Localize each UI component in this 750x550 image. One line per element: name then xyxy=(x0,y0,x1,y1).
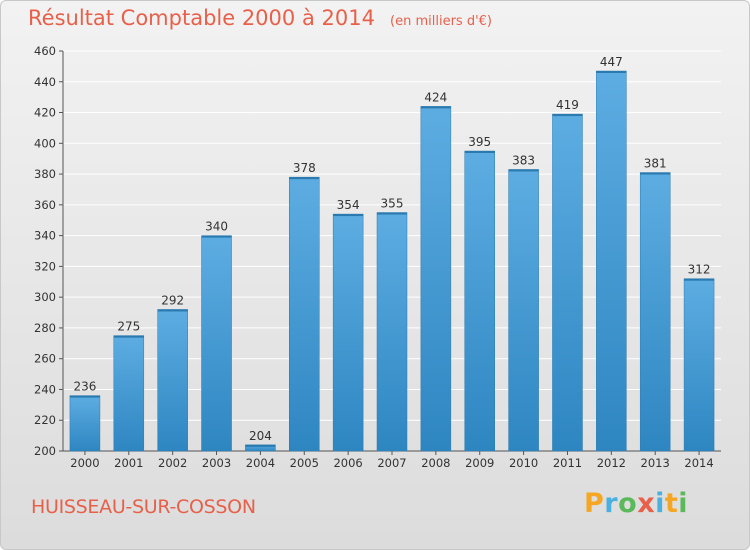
y-tick-label: 340 xyxy=(34,229,56,243)
bar-cap-2012 xyxy=(596,71,627,73)
y-tick-label: 240 xyxy=(34,382,56,396)
bar-2008 xyxy=(420,106,452,452)
x-tick-label-2005: 2005 xyxy=(290,456,319,470)
value-label-2009: 395 xyxy=(468,135,491,149)
y-tick-label: 260 xyxy=(34,352,56,366)
x-tick-label-2012: 2012 xyxy=(597,456,626,470)
bar-cap-2014 xyxy=(684,278,715,281)
value-label-2008: 424 xyxy=(424,90,447,104)
bar-2012 xyxy=(596,70,627,452)
y-tick-label: 220 xyxy=(34,413,56,427)
bar-2010 xyxy=(508,169,539,452)
y-tick-label: 200 xyxy=(34,444,56,458)
bar-cap-2011 xyxy=(552,114,583,117)
y-tick-label: 380 xyxy=(34,167,56,181)
bars xyxy=(69,70,715,452)
value-label-2003: 340 xyxy=(205,220,228,234)
x-tick-label-2014: 2014 xyxy=(684,456,713,470)
value-label-2000: 236 xyxy=(73,380,96,394)
value-label-2013: 381 xyxy=(644,157,667,171)
bar-2000 xyxy=(69,395,101,452)
bar-cap-2003 xyxy=(201,235,232,238)
x-tick-label-2004: 2004 xyxy=(246,456,275,470)
y-tick-label: 460 xyxy=(34,44,56,58)
x-tick-label-2002: 2002 xyxy=(158,456,187,470)
bar-cap-2002 xyxy=(157,309,188,312)
value-label-2002: 292 xyxy=(161,293,184,307)
value-label-2004: 204 xyxy=(249,429,272,443)
x-tick-label-2000: 2000 xyxy=(70,456,99,470)
bar-2001 xyxy=(113,335,145,452)
value-label-2011: 419 xyxy=(556,98,579,112)
chart-subtitle: (en milliers d'€) xyxy=(390,14,492,29)
x-tick-label-2003: 2003 xyxy=(202,456,231,470)
value-labels: 236 275 292 340 204 378 354 355 424 395 383 419 447 3… xyxy=(73,55,710,443)
value-label-2012: 447 xyxy=(600,55,623,69)
x-tick-label-2010: 2010 xyxy=(509,456,538,470)
bar-cap-2005 xyxy=(289,177,320,180)
x-tick-label-2007: 2007 xyxy=(377,456,406,470)
bar-cap-2009 xyxy=(464,151,495,153)
y-tick-label: 440 xyxy=(34,75,56,89)
bar-cap-2010 xyxy=(508,169,539,172)
x-tick-label-2011: 2011 xyxy=(553,456,582,470)
x-tick-label-2001: 2001 xyxy=(114,456,143,470)
bar-2011 xyxy=(552,113,583,452)
value-label-2001: 275 xyxy=(117,320,140,334)
y-tick-label: 300 xyxy=(34,290,56,304)
bar-cap-2006 xyxy=(333,214,364,217)
y-tick-label: 320 xyxy=(34,259,56,273)
value-label-2014: 312 xyxy=(688,263,711,277)
y-tick-label: 360 xyxy=(34,198,56,212)
value-label-2007: 355 xyxy=(381,197,404,211)
bar-cap-2000 xyxy=(69,395,100,398)
x-tick-label-2009: 2009 xyxy=(465,456,494,470)
bar-cap-2007 xyxy=(377,212,407,215)
bar-cap-2001 xyxy=(113,335,144,338)
y-tick-label: 280 xyxy=(34,321,56,335)
x-tick-label-2008: 2008 xyxy=(421,456,450,470)
x-tick-labels: 2000 2001 2002 2003 2004 2005 2006 2007 2008 2009… xyxy=(70,456,713,470)
bar-2014 xyxy=(683,278,715,452)
x-tick-label-2006: 2006 xyxy=(333,456,362,470)
bar-2005 xyxy=(289,176,320,452)
bar-2009 xyxy=(464,150,495,452)
bar-2007 xyxy=(376,212,408,452)
bar-cap-2013 xyxy=(640,172,671,175)
bar-cap-2008 xyxy=(420,106,451,109)
chart-title-block: Résultat Comptable 2000 à 2014 (en milli… xyxy=(28,6,492,30)
bar-2013 xyxy=(639,172,671,452)
chart-title: Résultat Comptable 2000 à 2014 xyxy=(28,6,375,30)
y-tick-labels: 200 220 240 260 280 300 320 340 360 380 400 420 440 4… xyxy=(34,44,56,458)
y-tick-label: 420 xyxy=(34,106,56,120)
x-tick-label-2013: 2013 xyxy=(641,456,670,470)
location-label: HUISSEAU-SUR-COSSON xyxy=(31,496,256,518)
bar-cap-2004 xyxy=(245,444,276,447)
value-label-2010: 383 xyxy=(512,153,535,167)
proxiti-logo: Proxiti xyxy=(584,488,689,519)
bar-2003 xyxy=(201,235,232,452)
bar-2002 xyxy=(157,309,188,452)
bar-2006 xyxy=(332,213,364,452)
value-label-2006: 354 xyxy=(337,198,360,212)
y-tick-label: 400 xyxy=(34,136,56,150)
value-label-2005: 378 xyxy=(293,161,316,175)
